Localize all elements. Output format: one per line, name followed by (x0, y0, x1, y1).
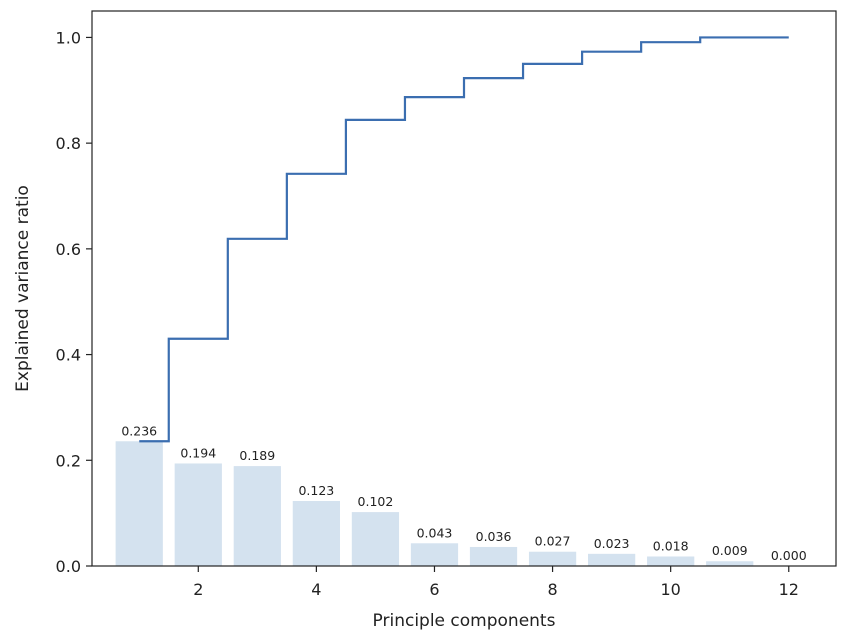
bar-pc-8 (528, 551, 577, 566)
bar-pc-10 (647, 556, 695, 566)
bar-value-label: 0.018 (653, 538, 689, 553)
bar-pc-9 (588, 553, 636, 566)
y-axis-ticks: 0.0 0.2 0.4 0.6 0.8 1.0 (56, 28, 92, 576)
bar-value-label: 0.043 (417, 525, 453, 540)
bar-value-label: 0.194 (180, 445, 216, 460)
y-tick-label: 0.0 (56, 557, 81, 576)
plot-frame (91, 10, 837, 567)
bar-value-label: 0.036 (476, 529, 512, 544)
bar-value-label: 0.023 (594, 536, 630, 551)
bar-value-label: 0.123 (298, 483, 334, 498)
x-tick-label: 12 (779, 580, 799, 599)
y-axis-label: Explained variance ratio (13, 185, 33, 392)
x-tick-label: 10 (660, 580, 680, 599)
y-tick-label: 0.8 (56, 134, 81, 153)
cumulative-step-line (139, 36, 789, 443)
bar-pc-7 (469, 546, 518, 566)
x-axis-ticks: 2 4 6 8 10 12 (193, 566, 799, 599)
x-axis-label: Principle components (373, 611, 556, 631)
y-tick-label: 0.6 (56, 240, 81, 259)
x-tick-label: 2 (193, 580, 203, 599)
bar-pc-3 (233, 466, 281, 566)
y-tick-label: 0.2 (56, 451, 81, 470)
bar-pc-1 (115, 441, 163, 566)
bar-pc-11 (706, 561, 754, 566)
bar-pc-6 (410, 543, 459, 566)
x-tick-label: 6 (429, 580, 439, 599)
bar-series (115, 441, 754, 566)
bar-pc-5 (351, 512, 400, 566)
x-tick-label: 4 (311, 580, 321, 599)
bar-value-label: 0.000 (771, 548, 807, 563)
bar-value-label: 0.102 (358, 494, 394, 509)
x-tick-label: 8 (547, 580, 557, 599)
bar-value-label: 0.027 (535, 534, 571, 549)
y-tick-label: 1.0 (56, 28, 81, 47)
bar-data-labels: 0.236 0.194 0.189 0.123 0.102 0.043 0.036 0.027… (121, 423, 806, 563)
bar-pc-2 (174, 463, 222, 566)
bar-value-label: 0.009 (712, 543, 748, 558)
bar-pc-4 (292, 500, 340, 566)
y-tick-label: 0.4 (56, 346, 81, 365)
bar-value-label: 0.189 (239, 448, 275, 463)
bar-value-label: 0.236 (121, 423, 157, 438)
